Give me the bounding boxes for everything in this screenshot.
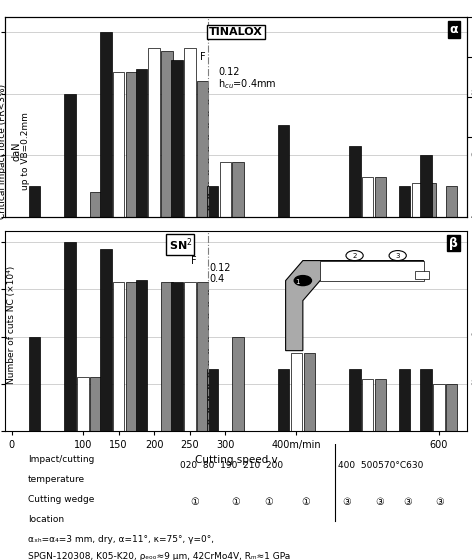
Text: 0.12: 0.12 <box>218 67 240 77</box>
Bar <box>446 186 457 217</box>
Text: Cutting wedge: Cutting wedge <box>28 495 94 504</box>
Text: ③: ③ <box>343 497 351 507</box>
Bar <box>375 379 386 431</box>
Text: 80: 80 <box>471 89 472 99</box>
Bar <box>90 192 101 217</box>
Bar <box>171 282 183 431</box>
Text: 0.12: 0.12 <box>210 263 231 273</box>
Bar <box>207 370 218 431</box>
Text: 100: 100 <box>471 27 472 37</box>
Bar <box>207 186 218 217</box>
Bar <box>29 186 41 217</box>
Bar <box>161 282 173 431</box>
Bar <box>77 376 89 431</box>
Bar <box>291 353 302 431</box>
Text: F: F <box>191 255 197 265</box>
Bar <box>113 72 124 217</box>
Text: temperature: temperature <box>28 475 85 484</box>
Text: up to VB=0.2mm: up to VB=0.2mm <box>21 112 31 190</box>
Bar <box>161 50 173 217</box>
Text: ①: ① <box>190 497 199 507</box>
Bar <box>29 337 41 431</box>
Bar <box>100 249 111 431</box>
Bar <box>349 146 361 217</box>
Bar <box>362 177 373 217</box>
Text: ①: ① <box>232 497 240 507</box>
Bar <box>197 282 208 431</box>
Text: αₓₕ=α₄=3 mm, dry, α=11°, κ=75°, γ=0°,: αₓₕ=α₄=3 mm, dry, α=11°, κ=75°, γ=0°, <box>28 535 214 544</box>
Text: F: F <box>201 52 206 62</box>
Bar <box>126 72 137 217</box>
Bar <box>126 282 137 431</box>
Bar <box>412 183 423 217</box>
Bar <box>100 32 111 217</box>
Bar <box>184 282 195 431</box>
Text: β: β <box>449 236 458 250</box>
Bar <box>64 94 76 217</box>
Bar <box>113 282 124 431</box>
Text: 70: 70 <box>471 426 472 435</box>
Bar <box>303 353 315 431</box>
Text: Critical Impact force (FR<3%): Critical Impact force (FR<3%) <box>0 83 7 219</box>
Bar <box>219 161 231 217</box>
Bar <box>278 370 289 431</box>
Bar <box>424 183 436 217</box>
Bar <box>171 60 183 217</box>
Bar <box>232 161 244 217</box>
Text: 110: 110 <box>471 238 472 247</box>
Bar <box>349 370 361 431</box>
Bar <box>375 177 386 217</box>
Bar <box>399 370 411 431</box>
Text: ③: ③ <box>435 497 444 507</box>
Bar <box>90 376 101 431</box>
Text: ③: ③ <box>403 497 412 507</box>
Text: h$_{cu}$=0.4mm: h$_{cu}$=0.4mm <box>218 78 277 91</box>
Text: TINALOX: TINALOX <box>209 27 263 37</box>
Text: α: α <box>449 23 458 36</box>
Bar <box>232 337 244 431</box>
Text: daN: daN <box>11 142 22 161</box>
Text: 100: 100 <box>471 285 472 294</box>
Bar <box>399 186 411 217</box>
Bar <box>278 124 289 217</box>
Bar <box>135 69 147 217</box>
Text: Impact/cutting: Impact/cutting <box>28 455 94 464</box>
Bar <box>362 379 373 431</box>
Text: SPGN-120308, K05-K20, ρₑₒₒ≈9 μm, 42CrMo4V, Rₘ≈1 GPa: SPGN-120308, K05-K20, ρₑₒₒ≈9 μm, 42CrMo4… <box>28 552 290 560</box>
Text: 80: 80 <box>471 379 472 388</box>
Text: 90: 90 <box>471 332 472 341</box>
Bar <box>420 370 432 431</box>
Bar <box>184 48 195 217</box>
Text: Number of cuts NC (×10⁴): Number of cuts NC (×10⁴) <box>7 265 17 384</box>
Text: location: location <box>28 515 64 524</box>
Text: 40: 40 <box>471 212 472 221</box>
Bar <box>433 384 445 431</box>
Text: 020  80  190  210  200: 020 80 190 210 200 <box>180 461 284 470</box>
Bar <box>446 384 457 431</box>
Bar <box>148 48 160 217</box>
Text: 60: 60 <box>471 151 472 160</box>
Bar <box>197 81 208 217</box>
Text: ①: ① <box>264 497 273 507</box>
X-axis label: Cutting speed v: Cutting speed v <box>194 455 278 465</box>
Text: ①: ① <box>301 497 310 507</box>
Bar <box>64 242 76 431</box>
Text: 400  500570°C630: 400 500570°C630 <box>338 461 423 470</box>
Text: 0.4: 0.4 <box>210 274 225 284</box>
Bar <box>135 280 147 431</box>
Bar <box>420 155 432 217</box>
Text: SN$^2$: SN$^2$ <box>169 236 192 253</box>
Text: ③: ③ <box>375 497 384 507</box>
